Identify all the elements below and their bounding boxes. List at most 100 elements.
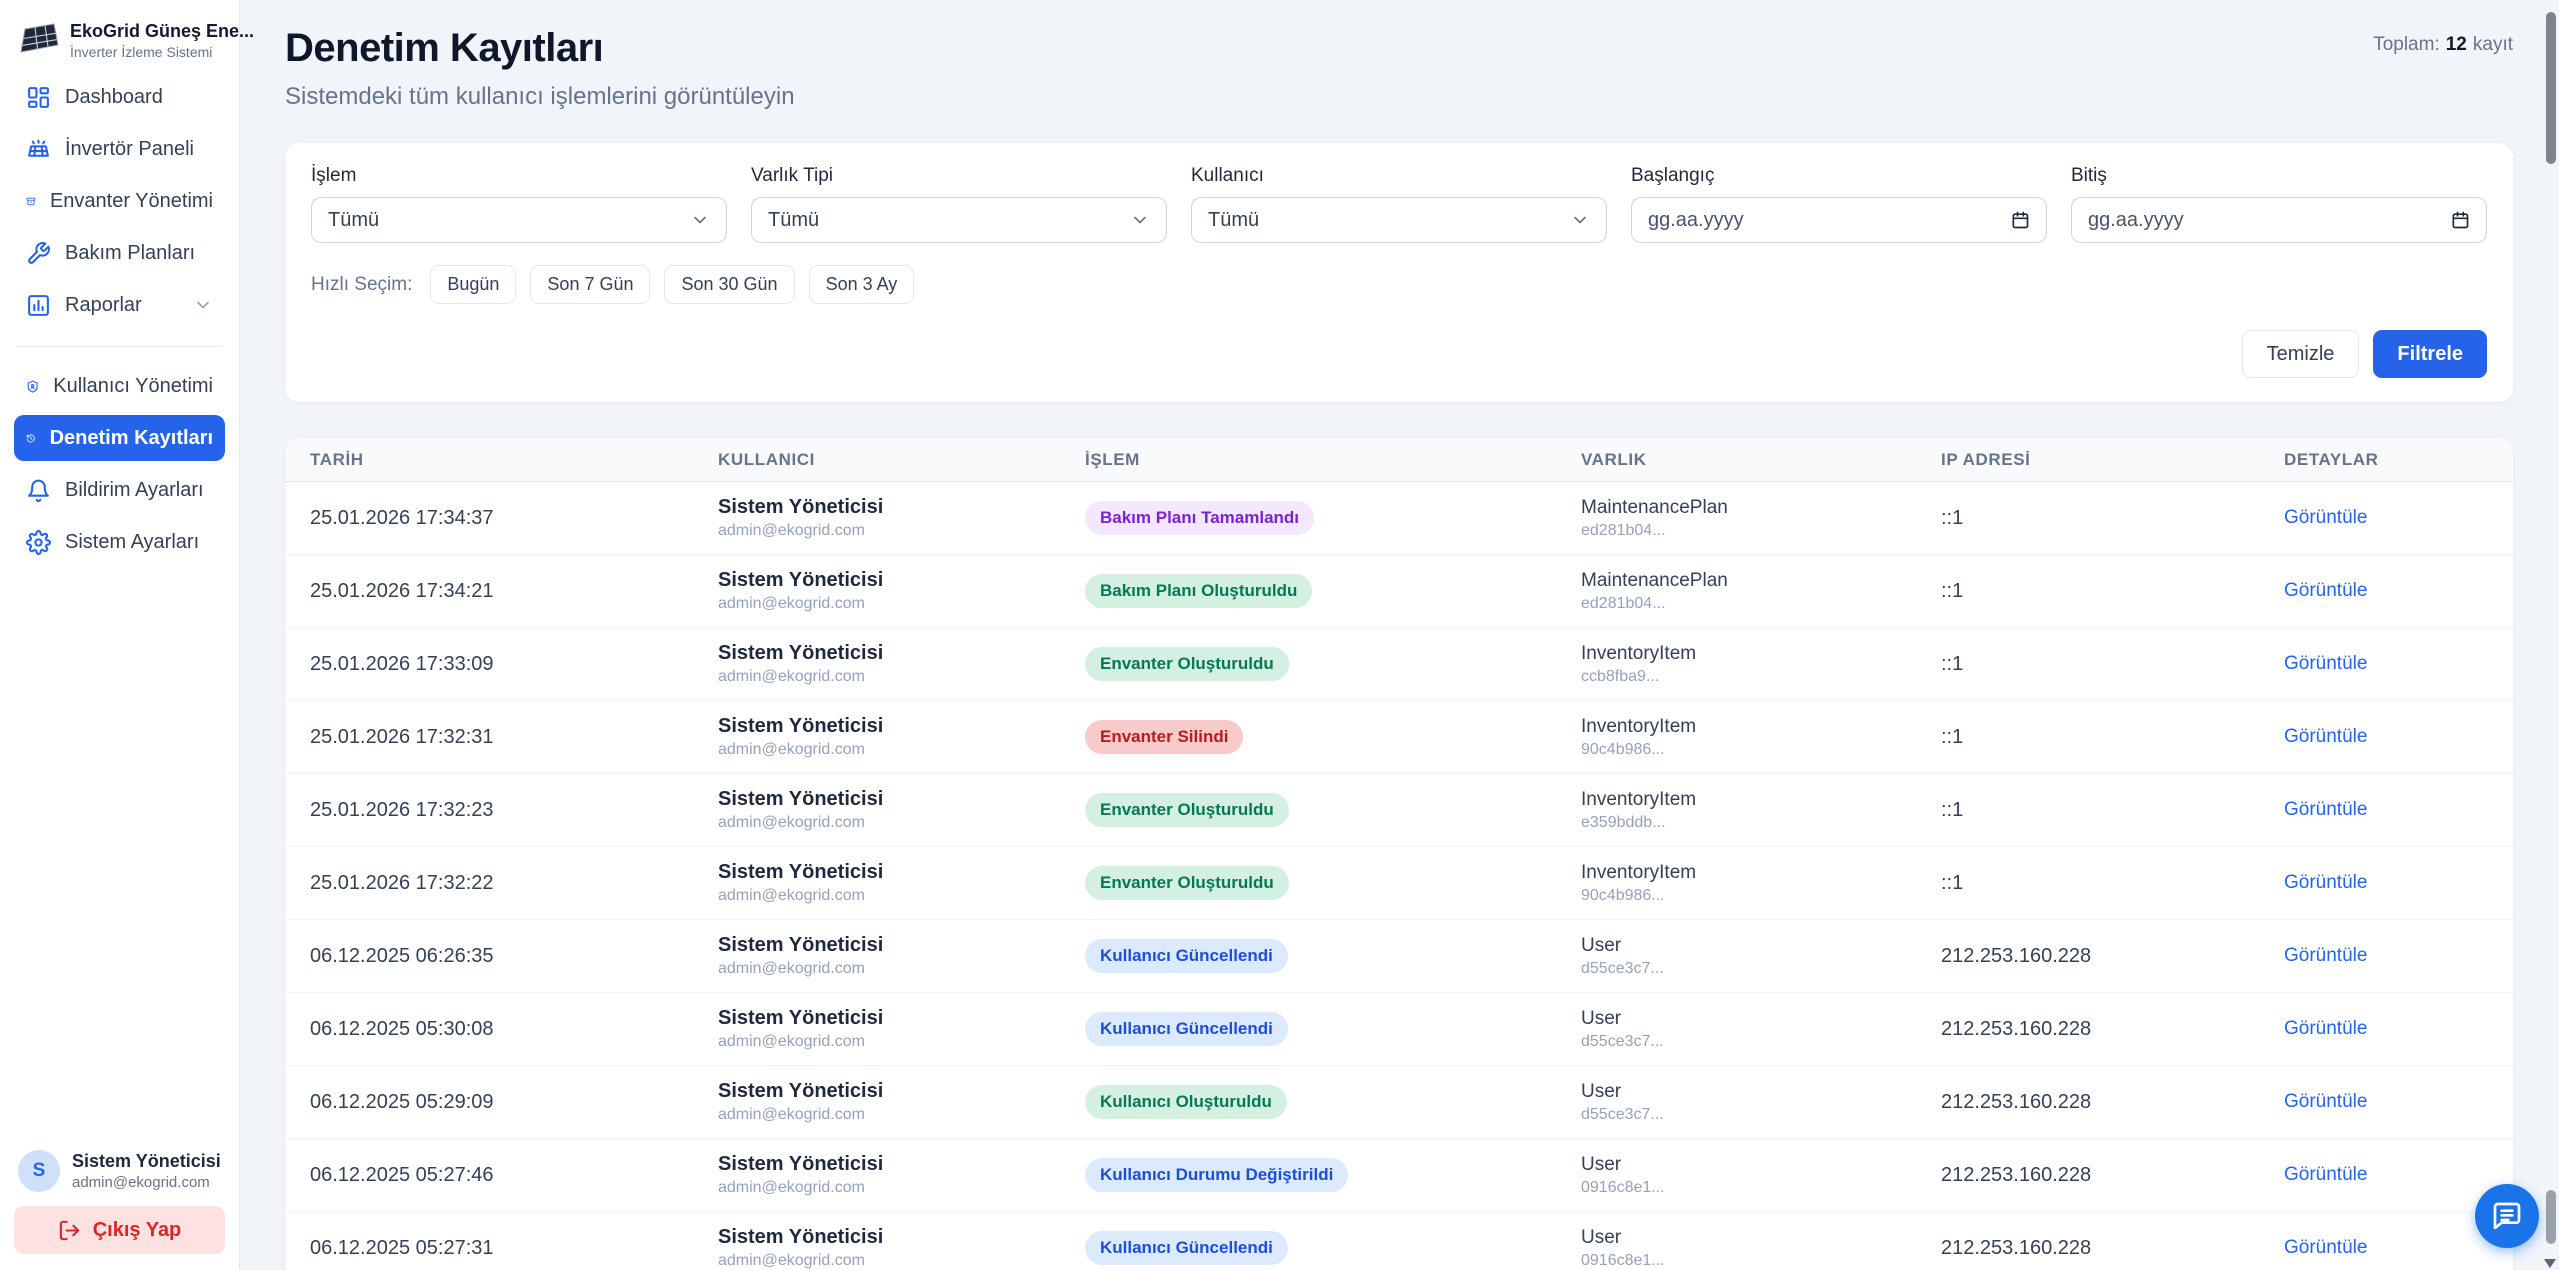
clear-button[interactable]: Temizle [2241, 330, 2360, 378]
sidebar-item-raporlar[interactable]: Raporlar [14, 282, 225, 328]
sidebar-item-envanter-yonetimi[interactable]: Envanter Yönetimi [14, 178, 225, 224]
sidebar-item-sistem-ayarlari[interactable]: Sistem Ayarları [14, 519, 225, 565]
action-badge: Kullanıcı Durumu Değiştirildi [1085, 1158, 1349, 1192]
sidebar-item-denetim-kayitlari[interactable]: Denetim Kayıtları [14, 415, 225, 461]
row-ip: ::1 [1941, 871, 1964, 894]
row-action: Kullanıcı Güncellendi [1085, 1012, 1581, 1046]
filter-card: İşlem Tümü Varlık Tipi Tümü Kullanıcı Tümü Baş… [285, 143, 2513, 402]
shield-user-icon [26, 374, 39, 399]
view-details-link[interactable]: Görüntüle [2284, 1237, 2368, 1258]
row-details: Görüntüle [2284, 507, 2488, 529]
row-action: Envanter Silindi [1085, 720, 1581, 754]
sidebar-item-label: Envanter Yönetimi [49, 189, 213, 212]
filter-field-label: Varlık Tipi [751, 165, 834, 186]
sidebar-item-bakim-planlari[interactable]: Bakım Planları [14, 230, 225, 276]
date-placeholder: gg.aa.yyyy [2088, 208, 2184, 231]
sidebar-item-i-nvertor-paneli[interactable]: İnvertör Paneli [14, 126, 225, 172]
row-user-email: admin@ekogrid.com [718, 1252, 865, 1269]
brand-subtitle: İnverter İzleme Sistemi [70, 43, 213, 60]
row-action: Bakım Planı Tamamlandı [1085, 501, 1581, 535]
row-details: Görüntüle [2284, 726, 2488, 748]
view-details-link[interactable]: Görüntüle [2284, 1018, 2368, 1039]
row-user-name: Sistem Yöneticisi [718, 642, 884, 664]
sidebar-nav-main: Dashboard İnvertör Paneli Envanter Yönetim… [14, 74, 225, 334]
baslangic-date-input[interactable]: gg.aa.yyyy [1631, 197, 2047, 243]
view-details-link[interactable]: Görüntüle [2284, 1164, 2368, 1185]
solar-panel-logo-icon [16, 20, 60, 60]
sidebar-item-dashboard[interactable]: Dashboard [14, 74, 225, 120]
action-badge: Kullanıcı Güncellendi [1085, 939, 1288, 973]
sidebar-item-label: Raporlar [65, 293, 142, 316]
sidebar-item-label: Kullanıcı Yönetimi [53, 374, 213, 397]
view-details-link[interactable]: Görüntüle [2284, 872, 2368, 893]
view-details-link[interactable]: Görüntüle [2284, 726, 2368, 747]
row-user-email: admin@ekogrid.com [718, 960, 865, 977]
total-prefix: Toplam: [2373, 34, 2440, 55]
row-entity: User d55ce3c7... [1581, 1081, 1941, 1124]
row-date: 06.12.2025 06:26:35 [310, 944, 494, 967]
scrollbar-track[interactable] [2543, 0, 2559, 1270]
table-row: 25.01.2026 17:34:37 Sistem Yöneticisi ad… [285, 482, 2513, 555]
row-details: Görüntüle [2284, 799, 2488, 821]
logout-button[interactable]: Çıkış Yap [14, 1206, 225, 1254]
row-ip: ::1 [1941, 798, 1964, 821]
wrench-icon [26, 241, 51, 266]
logout-icon [58, 1219, 81, 1242]
column-header-i-slem: İŞLEM [1085, 449, 1140, 469]
quick-chip-son-30-gun[interactable]: Son 30 Gün [664, 265, 795, 304]
dashboard-grid-icon [26, 85, 51, 110]
entity-id: d55ce3c7... [1581, 959, 1664, 977]
row-user: Sistem Yöneticisi admin@ekogrid.com [718, 1080, 1085, 1124]
page-subtitle: Sistemdeki tüm kullanıcı işlemlerini gör… [285, 83, 795, 110]
view-details-link[interactable]: Görüntüle [2284, 507, 2368, 528]
quick-chip-bugun[interactable]: Bugün [430, 265, 517, 304]
quick-chip-son-7-gun[interactable]: Son 7 Gün [530, 265, 651, 304]
scrollbar-down-arrow[interactable] [2544, 1259, 2556, 1268]
row-user-email: admin@ekogrid.com [718, 814, 865, 831]
kullanici-select[interactable]: Tümü [1191, 197, 1607, 243]
user-email: admin@ekogrid.com [72, 1174, 210, 1191]
solar-panel-icon [26, 137, 51, 162]
action-badge: Envanter Oluşturuldu [1085, 793, 1289, 827]
filter-field-label: Kullanıcı [1191, 165, 1264, 186]
sidebar-item-kullanici-yonetimi[interactable]: Kullanıcı Yönetimi [14, 363, 225, 409]
filter-field-kullanici: Kullanıcı Tümü [1191, 165, 1607, 243]
view-details-link[interactable]: Görüntüle [2284, 945, 2368, 966]
quick-chip-son-3-ay[interactable]: Son 3 Ay [808, 265, 915, 304]
i-slem-select[interactable]: Tümü [311, 197, 727, 243]
sidebar-nav-admin: Kullanıcı Yönetimi Denetim Kayıtları Bildi… [14, 363, 225, 571]
filter-button[interactable]: Filtrele [2373, 330, 2487, 378]
chat-fab[interactable] [2475, 1184, 2539, 1248]
chevron-down-icon [193, 295, 213, 315]
column-header-kullanici: KULLANICI [718, 449, 815, 469]
avatar: S [18, 1150, 60, 1192]
table-header-row: TARİH KULLANICI İŞLEM VARLIK IP ADRESİ DETAYL… [285, 438, 2513, 482]
row-details: Görüntüle [2284, 1018, 2488, 1040]
varlik-tipi-select[interactable]: Tümü [751, 197, 1167, 243]
view-details-link[interactable]: Görüntüle [2284, 1091, 2368, 1112]
page-header: Denetim Kayıtları Sistemdeki tüm kullanı… [285, 26, 2513, 111]
bitis-date-input[interactable]: gg.aa.yyyy [2071, 197, 2487, 243]
quick-select-row: Hızlı Seçim: Bugün Son 7 Gün Son 30 Gün Son… [311, 265, 2487, 304]
row-user: Sistem Yöneticisi admin@ekogrid.com [718, 861, 1085, 905]
row-details: Görüntüle [2284, 653, 2488, 675]
row-entity: InventoryItem 90c4b986... [1581, 862, 1941, 905]
entity-type: User [1581, 1226, 1622, 1248]
row-action: Kullanıcı Güncellendi [1085, 939, 1581, 973]
sidebar-item-bildirim-ayarlari[interactable]: Bildirim Ayarları [14, 467, 225, 513]
row-date: 25.01.2026 17:32:23 [310, 798, 494, 821]
view-details-link[interactable]: Görüntüle [2284, 799, 2368, 820]
filter-field-bitis: Bitiş gg.aa.yyyy [2071, 165, 2487, 243]
scrollbar-thumb[interactable] [2546, 12, 2556, 164]
row-user-email: admin@ekogrid.com [718, 1106, 865, 1123]
entity-id: e359bddb... [1581, 813, 1666, 831]
row-user: Sistem Yöneticisi admin@ekogrid.com [718, 1153, 1085, 1197]
chevron-down-icon [1570, 210, 1590, 230]
row-date: 25.01.2026 17:34:21 [310, 579, 494, 602]
view-details-link[interactable]: Görüntüle [2284, 580, 2368, 601]
sidebar-item-label: İnvertör Paneli [65, 137, 194, 160]
scrollbar-thumb-secondary[interactable] [2546, 1190, 2556, 1244]
row-user: Sistem Yöneticisi admin@ekogrid.com [718, 934, 1085, 978]
view-details-link[interactable]: Görüntüle [2284, 653, 2368, 674]
